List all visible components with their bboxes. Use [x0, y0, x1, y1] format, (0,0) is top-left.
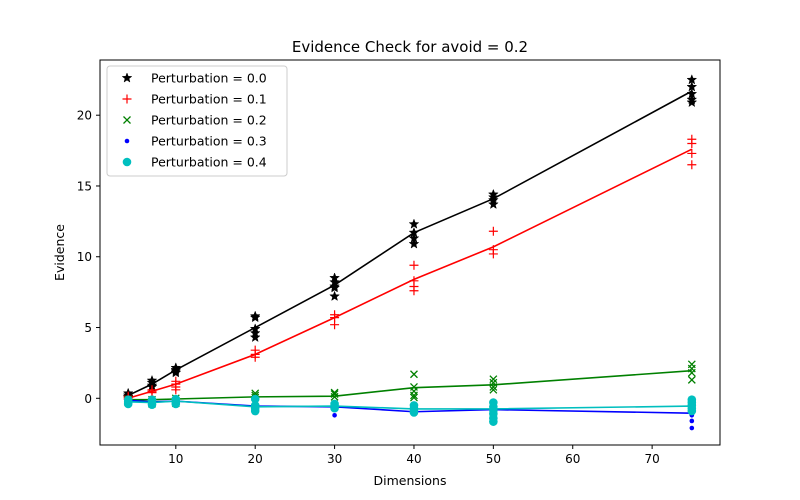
legend: Perturbation = 0.0 Perturbation = 0.1 Pert… — [107, 66, 287, 176]
legend-label: Perturbation = 0.0 — [151, 71, 267, 86]
x-tick-label: 50 — [486, 452, 501, 466]
data-point-series-3 — [332, 413, 337, 418]
x-tick-label: 10 — [168, 452, 183, 466]
data-point-series-4 — [489, 417, 498, 426]
legend-label: Perturbation = 0.4 — [151, 155, 267, 170]
legend-label: Perturbation = 0.2 — [151, 113, 267, 128]
legend-label: Perturbation = 0.1 — [151, 92, 267, 107]
x-tick-label: 30 — [327, 452, 342, 466]
x-tick-label: 60 — [565, 452, 580, 466]
y-tick-label: 20 — [77, 109, 92, 123]
chart-title: Evidence Check for avoid = 0.2 — [292, 38, 528, 56]
data-point-series-4 — [688, 407, 697, 416]
y-axis-label: Evidence — [52, 224, 67, 281]
data-point-series-4 — [251, 407, 260, 416]
data-point-series-4 — [172, 400, 181, 409]
data-point-series-4 — [330, 404, 339, 413]
y-tick-label: 10 — [77, 250, 92, 264]
x-tick-label: 20 — [248, 452, 263, 466]
y-tick-label: 0 — [84, 392, 92, 406]
data-point-series-3 — [690, 426, 695, 431]
y-tick-label: 15 — [77, 179, 92, 193]
legend-marker — [125, 139, 130, 144]
x-tick-label: 40 — [406, 452, 421, 466]
data-point-series-4 — [148, 400, 157, 409]
data-point-series-4 — [124, 400, 133, 409]
y-tick-label: 5 — [84, 321, 92, 335]
data-point-series-4 — [410, 408, 419, 417]
legend-label: Perturbation = 0.3 — [151, 134, 267, 149]
x-axis-label: Dimensions — [374, 473, 447, 488]
legend-marker — [123, 158, 132, 167]
data-point-series-3 — [690, 419, 695, 424]
x-tick-label: 70 — [644, 452, 659, 466]
